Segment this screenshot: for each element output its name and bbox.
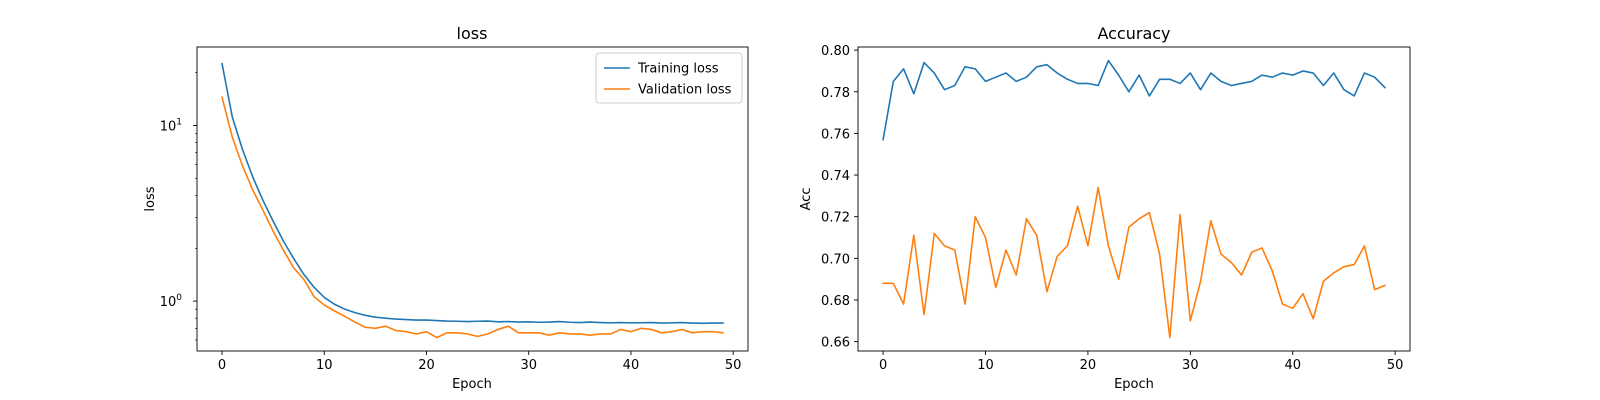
x-tick-label-1-5: 50 xyxy=(1387,358,1404,373)
x-tick-label-1-3: 30 xyxy=(1182,358,1199,373)
accuracy-chart: Accuracy Epoch Acc 0 10 20 30 40 50 0.66 0.68 0.… xyxy=(799,24,1411,392)
accuracy-chart-xlabel: Epoch xyxy=(1114,377,1154,392)
accuracy-chart-title: Accuracy xyxy=(1097,24,1170,43)
y-tick-label-1-5: 0.76 xyxy=(821,127,850,142)
x-tick-label-0-5: 50 xyxy=(725,358,742,373)
loss-chart-xlabel: Epoch xyxy=(452,377,492,392)
y-tick-label-1-2: 0.70 xyxy=(821,252,850,267)
y-tick-label-1-4: 0.74 xyxy=(821,169,850,184)
accuracy-chart-plot: 0 10 20 30 40 50 0.66 0.68 0.70 0.72 0.74 0.76 0.78 0… xyxy=(821,44,1411,373)
y-tick-label-1-6: 0.78 xyxy=(821,86,850,101)
x-tick-label-1-2: 20 xyxy=(1080,358,1097,373)
loss-chart-plot: 0 10 20 30 40 50 100 101 Training loss Validation… xyxy=(160,46,749,373)
x-tick-label-0-4: 40 xyxy=(623,358,640,373)
plot-frame-0 xyxy=(196,46,749,352)
x-tick-label-1-4: 40 xyxy=(1284,358,1301,373)
legend-box-0 xyxy=(595,52,743,104)
x-tick-label-0-1: 10 xyxy=(316,358,333,373)
x-tick-label-0-2: 20 xyxy=(418,358,435,373)
loss-chart-title: loss xyxy=(457,24,488,43)
x-tick-label-0-0: 0 xyxy=(218,358,226,373)
legend-0: Training loss Validation loss xyxy=(595,52,743,104)
series-line-0-1 xyxy=(221,96,724,339)
accuracy-chart-ylabel: Acc xyxy=(799,188,814,211)
x-tick-label-1-0: 0 xyxy=(879,358,887,373)
y-tick-label-1-1: 0.68 xyxy=(821,294,850,309)
loss-chart-ylabel: loss xyxy=(143,186,158,211)
plot-frame-1 xyxy=(857,46,1411,352)
series-line-1-0 xyxy=(882,59,1387,141)
y-tick-label-1-3: 0.72 xyxy=(821,211,850,226)
legend-label-0-1: Validation loss xyxy=(638,83,732,98)
loss-chart: loss Epoch loss 0 10 20 30 40 50 100 101 Trainin… xyxy=(143,24,749,392)
legend-label-0-0: Training loss xyxy=(637,62,719,77)
y-tick-label-0-1: 101 xyxy=(160,118,182,135)
series-line-0-0 xyxy=(221,62,724,325)
y-tick-label-0-0: 100 xyxy=(160,293,183,310)
x-tick-label-0-3: 30 xyxy=(520,358,537,373)
series-line-1-1 xyxy=(882,186,1386,339)
x-tick-label-1-1: 10 xyxy=(977,358,994,373)
y-tick-label-1-7: 0.80 xyxy=(821,44,850,59)
y-tick-label-1-0: 0.66 xyxy=(821,336,850,351)
